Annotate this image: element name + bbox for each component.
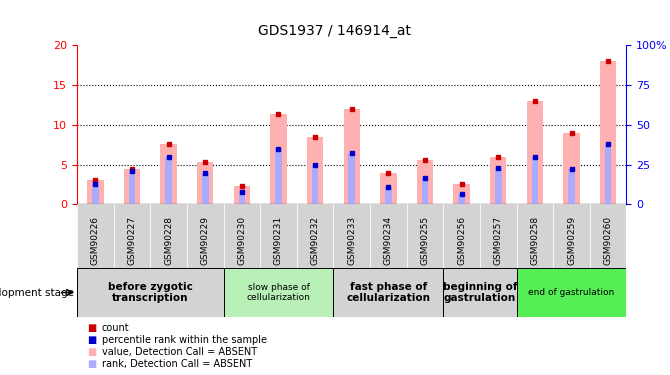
Text: ■: ■ <box>87 359 96 369</box>
Bar <box>417 160 433 204</box>
Bar <box>531 157 538 204</box>
Bar <box>444 268 517 317</box>
Bar <box>458 194 465 204</box>
Text: GSM90226: GSM90226 <box>91 216 100 265</box>
Bar <box>495 168 502 204</box>
Bar <box>600 61 616 204</box>
Bar <box>114 204 150 268</box>
Bar <box>124 168 140 204</box>
Bar <box>480 204 517 268</box>
Text: percentile rank within the sample: percentile rank within the sample <box>102 335 267 345</box>
Bar <box>77 268 224 317</box>
Bar <box>150 204 187 268</box>
Bar <box>348 153 355 204</box>
Bar <box>407 204 444 268</box>
Text: fast phase of
cellularization: fast phase of cellularization <box>346 282 430 303</box>
Bar <box>165 158 172 204</box>
Text: end of gastrulation: end of gastrulation <box>529 288 614 297</box>
Text: ■: ■ <box>87 347 96 357</box>
Bar <box>605 144 612 204</box>
Bar <box>517 204 553 268</box>
Bar <box>260 204 297 268</box>
Bar <box>239 192 245 204</box>
Bar <box>224 268 334 317</box>
Bar <box>454 184 470 204</box>
Bar <box>517 268 626 317</box>
Bar <box>187 204 224 268</box>
Text: GDS1937 / 146914_at: GDS1937 / 146914_at <box>259 24 411 38</box>
Text: slow phase of
cellularization: slow phase of cellularization <box>247 283 310 302</box>
Text: GSM90257: GSM90257 <box>494 216 502 265</box>
Text: development stage: development stage <box>0 288 74 297</box>
Bar <box>77 204 114 268</box>
Text: GSM90255: GSM90255 <box>421 216 429 265</box>
Bar <box>312 165 318 204</box>
Bar <box>334 268 444 317</box>
Bar <box>129 171 135 204</box>
Bar <box>92 184 98 204</box>
Text: GSM90232: GSM90232 <box>311 216 320 265</box>
Bar <box>344 109 360 204</box>
Text: GSM90230: GSM90230 <box>237 216 247 265</box>
Text: GSM90233: GSM90233 <box>347 216 356 265</box>
Bar <box>307 136 324 204</box>
Text: GSM90229: GSM90229 <box>201 216 210 265</box>
Bar <box>275 148 282 204</box>
Bar <box>380 173 397 204</box>
Text: count: count <box>102 323 129 333</box>
Text: GSM90227: GSM90227 <box>127 216 137 265</box>
Bar <box>553 204 590 268</box>
Bar <box>568 170 575 204</box>
Text: before zygotic
transcription: before zygotic transcription <box>108 282 193 303</box>
Bar <box>224 204 260 268</box>
Text: rank, Detection Call = ABSENT: rank, Detection Call = ABSENT <box>102 359 252 369</box>
Bar <box>421 178 428 204</box>
Bar <box>385 187 392 204</box>
Bar <box>370 204 407 268</box>
Text: value, Detection Call = ABSENT: value, Detection Call = ABSENT <box>102 347 257 357</box>
Bar <box>490 157 507 204</box>
Bar <box>297 204 334 268</box>
Bar <box>334 204 370 268</box>
Bar <box>270 114 287 204</box>
Bar <box>87 180 104 204</box>
Text: GSM90260: GSM90260 <box>604 216 612 265</box>
Text: GSM90256: GSM90256 <box>457 216 466 265</box>
Bar <box>234 186 250 204</box>
Bar <box>160 144 177 204</box>
Bar <box>590 204 626 268</box>
Text: GSM90231: GSM90231 <box>274 216 283 265</box>
Bar <box>527 101 543 204</box>
Bar <box>444 204 480 268</box>
Text: ■: ■ <box>87 323 96 333</box>
Bar <box>202 173 208 204</box>
Text: GSM90228: GSM90228 <box>164 216 173 265</box>
Text: GSM90258: GSM90258 <box>531 216 539 265</box>
Text: GSM90234: GSM90234 <box>384 216 393 265</box>
Text: GSM90259: GSM90259 <box>567 216 576 265</box>
Text: ■: ■ <box>87 335 96 345</box>
Bar <box>197 162 214 204</box>
Text: beginning of
gastrulation: beginning of gastrulation <box>443 282 517 303</box>
Bar <box>563 133 580 204</box>
